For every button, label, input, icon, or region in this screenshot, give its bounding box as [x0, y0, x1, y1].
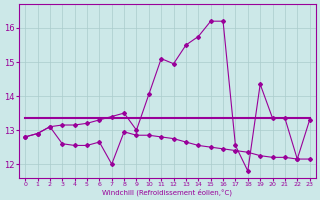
X-axis label: Windchill (Refroidissement éolien,°C): Windchill (Refroidissement éolien,°C) [102, 188, 232, 196]
